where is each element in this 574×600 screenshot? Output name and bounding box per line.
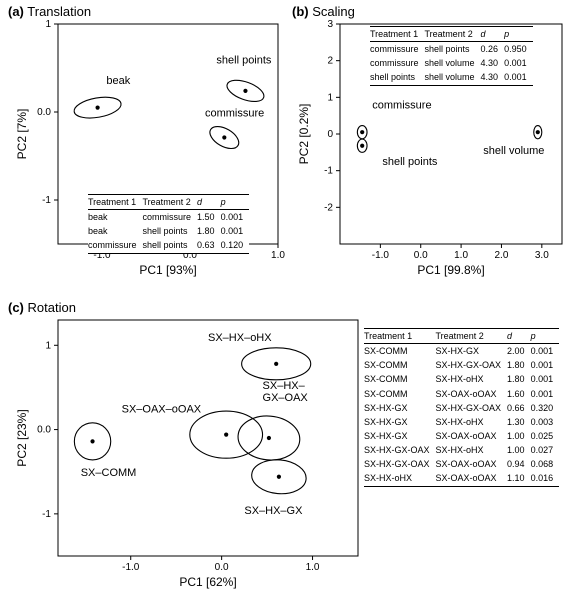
panel-c-tag: (c) [8,300,24,315]
svg-text:2: 2 [327,56,333,67]
svg-text:-1: -1 [42,195,51,206]
svg-text:2.0: 2.0 [495,250,509,261]
svg-text:1: 1 [327,92,333,103]
svg-text:3: 3 [327,19,333,30]
svg-text:SX–HX–oHX: SX–HX–oHX [208,332,272,344]
panel-a: (a) Translation -1.00.01.0-10.01PC1 [93%… [8,4,286,282]
svg-text:SX–HX–: SX–HX– [263,380,306,392]
svg-text:shell points: shell points [216,55,272,67]
svg-text:-1: -1 [324,166,333,177]
panel-b: (b) Scaling -1.0 0.0 1.0 2.0 3.0 -2 -1 0 1 2 3 PC1 … [292,4,570,282]
svg-text:PC2 [23%]: PC2 [23%] [15,409,29,466]
panel-c: (c) Rotation -1.00.01.0-10.01PC1 [62%]PC… [8,300,568,596]
svg-text:GX–OAX: GX–OAX [263,392,309,404]
svg-text:shell volume: shell volume [483,145,544,157]
panel-b-table: Treatment 1Treatment 2dpcommissureshell … [370,26,533,86]
svg-text:-1.0: -1.0 [122,562,140,573]
figure-root: (a) Translation -1.0 0.0 1.0 -1 0.0 1 PC1 [93%… [0,0,574,600]
panel-a-tag: (a) [8,4,24,19]
svg-text:0: 0 [327,129,333,140]
svg-text:PC2 [0.2%]: PC2 [0.2%] [297,104,311,165]
panel-c-table: Treatment 1Treatment 2dpSX-COMMSX-HX-GX2… [364,328,559,487]
panel-b-title: (b) Scaling [292,4,355,19]
panel-b-tag: (b) [292,4,309,19]
panel-b-title-text: Scaling [312,4,355,19]
svg-text:beak: beak [106,75,130,87]
svg-text:-1.0: -1.0 [372,250,390,261]
panel-c-plot: -1.00.01.0-10.01PC1 [62%]PC2 [23%]SX–HX–… [58,320,358,556]
svg-text:shell points: shell points [382,156,438,168]
svg-text:PC1 [93%]: PC1 [93%] [139,263,196,277]
svg-text:0.0: 0.0 [37,107,51,118]
svg-text:3.0: 3.0 [535,250,549,261]
svg-text:1.0: 1.0 [454,250,468,261]
svg-text:-2: -2 [324,202,333,213]
panel-c-title: (c) Rotation [8,300,76,315]
panel-a-title: (a) Translation [8,4,91,19]
svg-text:0.0: 0.0 [37,425,51,436]
svg-text:1.0: 1.0 [271,250,285,261]
svg-text:SX–OAX–oOAX: SX–OAX–oOAX [122,404,202,416]
svg-text:commissure: commissure [205,107,264,119]
svg-text:-1: -1 [42,509,51,520]
svg-text:SX–HX–GX: SX–HX–GX [244,505,303,517]
panel-c-title-text: Rotation [28,300,76,315]
svg-text:0.0: 0.0 [215,562,229,573]
svg-text:1: 1 [45,340,51,351]
svg-text:PC1 [99.8%]: PC1 [99.8%] [417,263,484,277]
svg-text:1: 1 [45,19,51,30]
panel-a-table: Treatment 1Treatment 2dpbeakcommissure1.… [88,194,249,254]
svg-text:PC2 [7%]: PC2 [7%] [15,109,29,160]
svg-text:0.0: 0.0 [414,250,428,261]
panel-a-title-text: Translation [27,4,91,19]
svg-text:PC1 [62%]: PC1 [62%] [179,575,236,589]
svg-text:commissure: commissure [372,99,431,111]
svg-text:SX–COMM: SX–COMM [81,467,137,479]
svg-text:1.0: 1.0 [306,562,320,573]
